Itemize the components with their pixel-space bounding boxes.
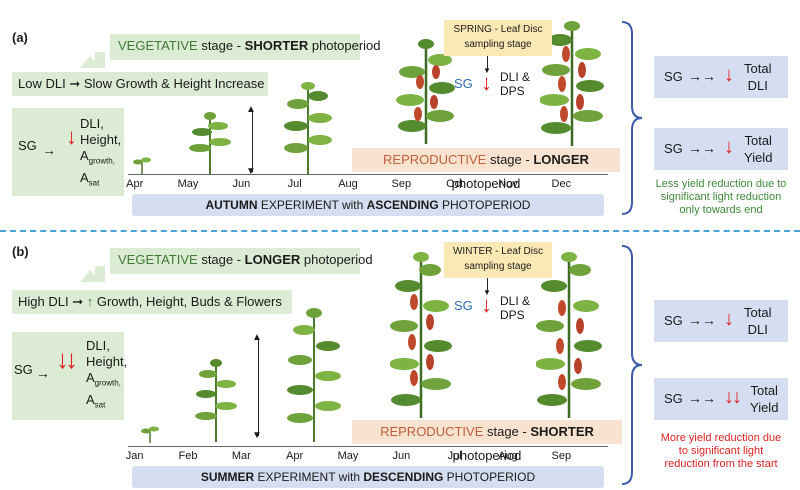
- yield-note-a: Less yield reduction due to significant l…: [655, 178, 787, 216]
- growth-line-b: High DLI ➞ ↑ Growth, Height, Buds & Flow…: [12, 290, 292, 314]
- sg-dli-text-b: DLI & DPS: [500, 294, 531, 322]
- down-arrow-icon: ▼: [252, 430, 262, 441]
- sg-label-a: SG: [18, 138, 37, 153]
- month-label: May: [177, 178, 199, 190]
- panel-divider: [0, 230, 800, 232]
- sampling-arrow-line: [487, 278, 488, 292]
- seedling-plant: [133, 157, 151, 174]
- month-label: Apr: [286, 450, 304, 462]
- month-label: Jul: [287, 178, 302, 190]
- month-label: Aug: [338, 178, 358, 190]
- height-marker: [252, 112, 253, 172]
- month-label: Jun: [392, 450, 411, 462]
- month-axis-b: Jan Feb Mar Apr May Jun Jul Aug Sep: [126, 450, 608, 466]
- down-arrow-icon: ↓: [724, 308, 734, 330]
- tall-plant: [287, 308, 341, 442]
- sampling-box-a: SPRING - Leaf Disc sampling stage: [444, 20, 552, 56]
- height-marker: [258, 340, 259, 436]
- month-label: Dec: [551, 178, 572, 190]
- sg-dli-label-a: SG: [454, 76, 473, 91]
- month-label: Sep: [551, 450, 572, 462]
- mature-plant: [536, 252, 602, 418]
- double-down-arrow-icon: ↓↓: [56, 344, 78, 374]
- sg-params-a: DLI, Height, Agrowth, Asat: [80, 116, 122, 188]
- sg-label-b: SG: [14, 362, 33, 377]
- sampling-arrow-line: [487, 56, 488, 70]
- month-label: Apr: [126, 178, 144, 190]
- vegetative-arrow-a: [80, 34, 360, 68]
- total-yield-box-b: SG →→ ↓↓ Total Yield: [654, 378, 788, 420]
- month-label: Oct: [446, 178, 464, 190]
- up-arrow-icon: ↑: [86, 294, 94, 309]
- total-yield-box-a: SG →→ ↓ Total Yield: [654, 128, 788, 170]
- brace-b: [621, 245, 643, 485]
- up-arrow-icon: ▲: [252, 332, 262, 343]
- right-arrow-icon: →→: [688, 68, 716, 84]
- seedling-plant: [141, 426, 159, 443]
- timeline-a: [128, 174, 608, 175]
- panel-b-label: (b): [12, 244, 29, 259]
- vegetative-stage-a: VEGETATIVE stage - SHORTER photoperiod: [118, 38, 381, 53]
- young-plant: [189, 112, 231, 174]
- right-arrow-icon: →→: [688, 390, 716, 406]
- experiment-banner-a: AUTUMN EXPERIMENT with ASCENDING PHOTOPE…: [132, 194, 604, 216]
- sg-dli-label-b: SG: [454, 298, 473, 313]
- double-down-arrow-icon: ↓↓: [724, 386, 742, 408]
- total-dli-box-a: SG →→ ↓ Total DLI: [654, 56, 788, 98]
- right-arrow-icon: →→: [688, 140, 716, 156]
- reproductive-stage-a: REPRODUCTIVE stage - LONGER photoperiod: [352, 148, 620, 191]
- down-arrow-icon: ↓: [724, 64, 734, 86]
- total-dli-box-b: SG →→ ↓ Total DLI: [654, 300, 788, 342]
- right-arrow-icon: →→: [688, 312, 716, 328]
- down-arrow-icon: ↓: [481, 70, 492, 95]
- month-label: Nov: [498, 178, 518, 190]
- panel-a-label: (a): [12, 30, 28, 45]
- month-label: May: [337, 450, 359, 462]
- down-arrow-icon: ▼: [483, 288, 491, 297]
- month-label: Mar: [231, 450, 251, 462]
- month-label: Jul: [447, 450, 462, 462]
- month-label: Jan: [125, 450, 144, 462]
- month-label: Sep: [391, 178, 412, 190]
- down-arrow-icon: ▼: [483, 66, 491, 75]
- sg-box-b: [12, 332, 124, 420]
- down-arrow-icon: ↓: [724, 136, 734, 158]
- sg-params-b: DLI, Height, Agrowth, Asat: [86, 338, 128, 410]
- right-arrow-icon: ➞: [69, 76, 81, 91]
- tall-plant: [284, 82, 332, 174]
- experiment-banner-b: SUMMER EXPERIMENT with DESCENDING PHOTOP…: [132, 466, 604, 488]
- mature-plant: [540, 21, 604, 146]
- month-label: Feb: [178, 450, 198, 462]
- sampling-box-b: WINTER - Leaf Disc sampling stage: [444, 242, 552, 278]
- yield-note-b: More yield reduction due to significant l…: [660, 432, 782, 470]
- brace-a: [621, 21, 643, 215]
- sg-box-a: [12, 108, 124, 196]
- fruiting-plant: [396, 39, 455, 144]
- down-arrow-icon: ▼: [246, 166, 256, 177]
- month-label: Aug: [498, 450, 518, 462]
- young-plant: [195, 359, 237, 442]
- reproductive-stage-b: REPRODUCTIVE stage - SHORTER photoperiod: [352, 420, 622, 463]
- down-arrow-icon: ↓: [66, 124, 77, 149]
- right-arrow-icon: →: [36, 365, 50, 381]
- right-arrow-icon: ➞: [72, 294, 84, 309]
- down-arrow-icon: ↓: [481, 292, 492, 317]
- sg-dli-text-a: DLI & DPS: [500, 70, 531, 98]
- fruiting-plant: [390, 252, 452, 418]
- growth-line-a: Low DLI ➞ Slow Growth & Height Increase: [12, 72, 268, 96]
- right-arrow-icon: →: [42, 142, 56, 158]
- vegetative-arrow-b: [80, 248, 360, 282]
- vegetative-stage-b: VEGETATIVE stage - LONGER photoperiod: [118, 252, 373, 267]
- month-label: Jun: [232, 178, 251, 190]
- timeline-b: [128, 446, 608, 447]
- up-arrow-icon: ▲: [246, 104, 256, 115]
- month-axis-a: Apr May Jun Jul Aug Sep Oct Nov Dec: [126, 178, 608, 194]
